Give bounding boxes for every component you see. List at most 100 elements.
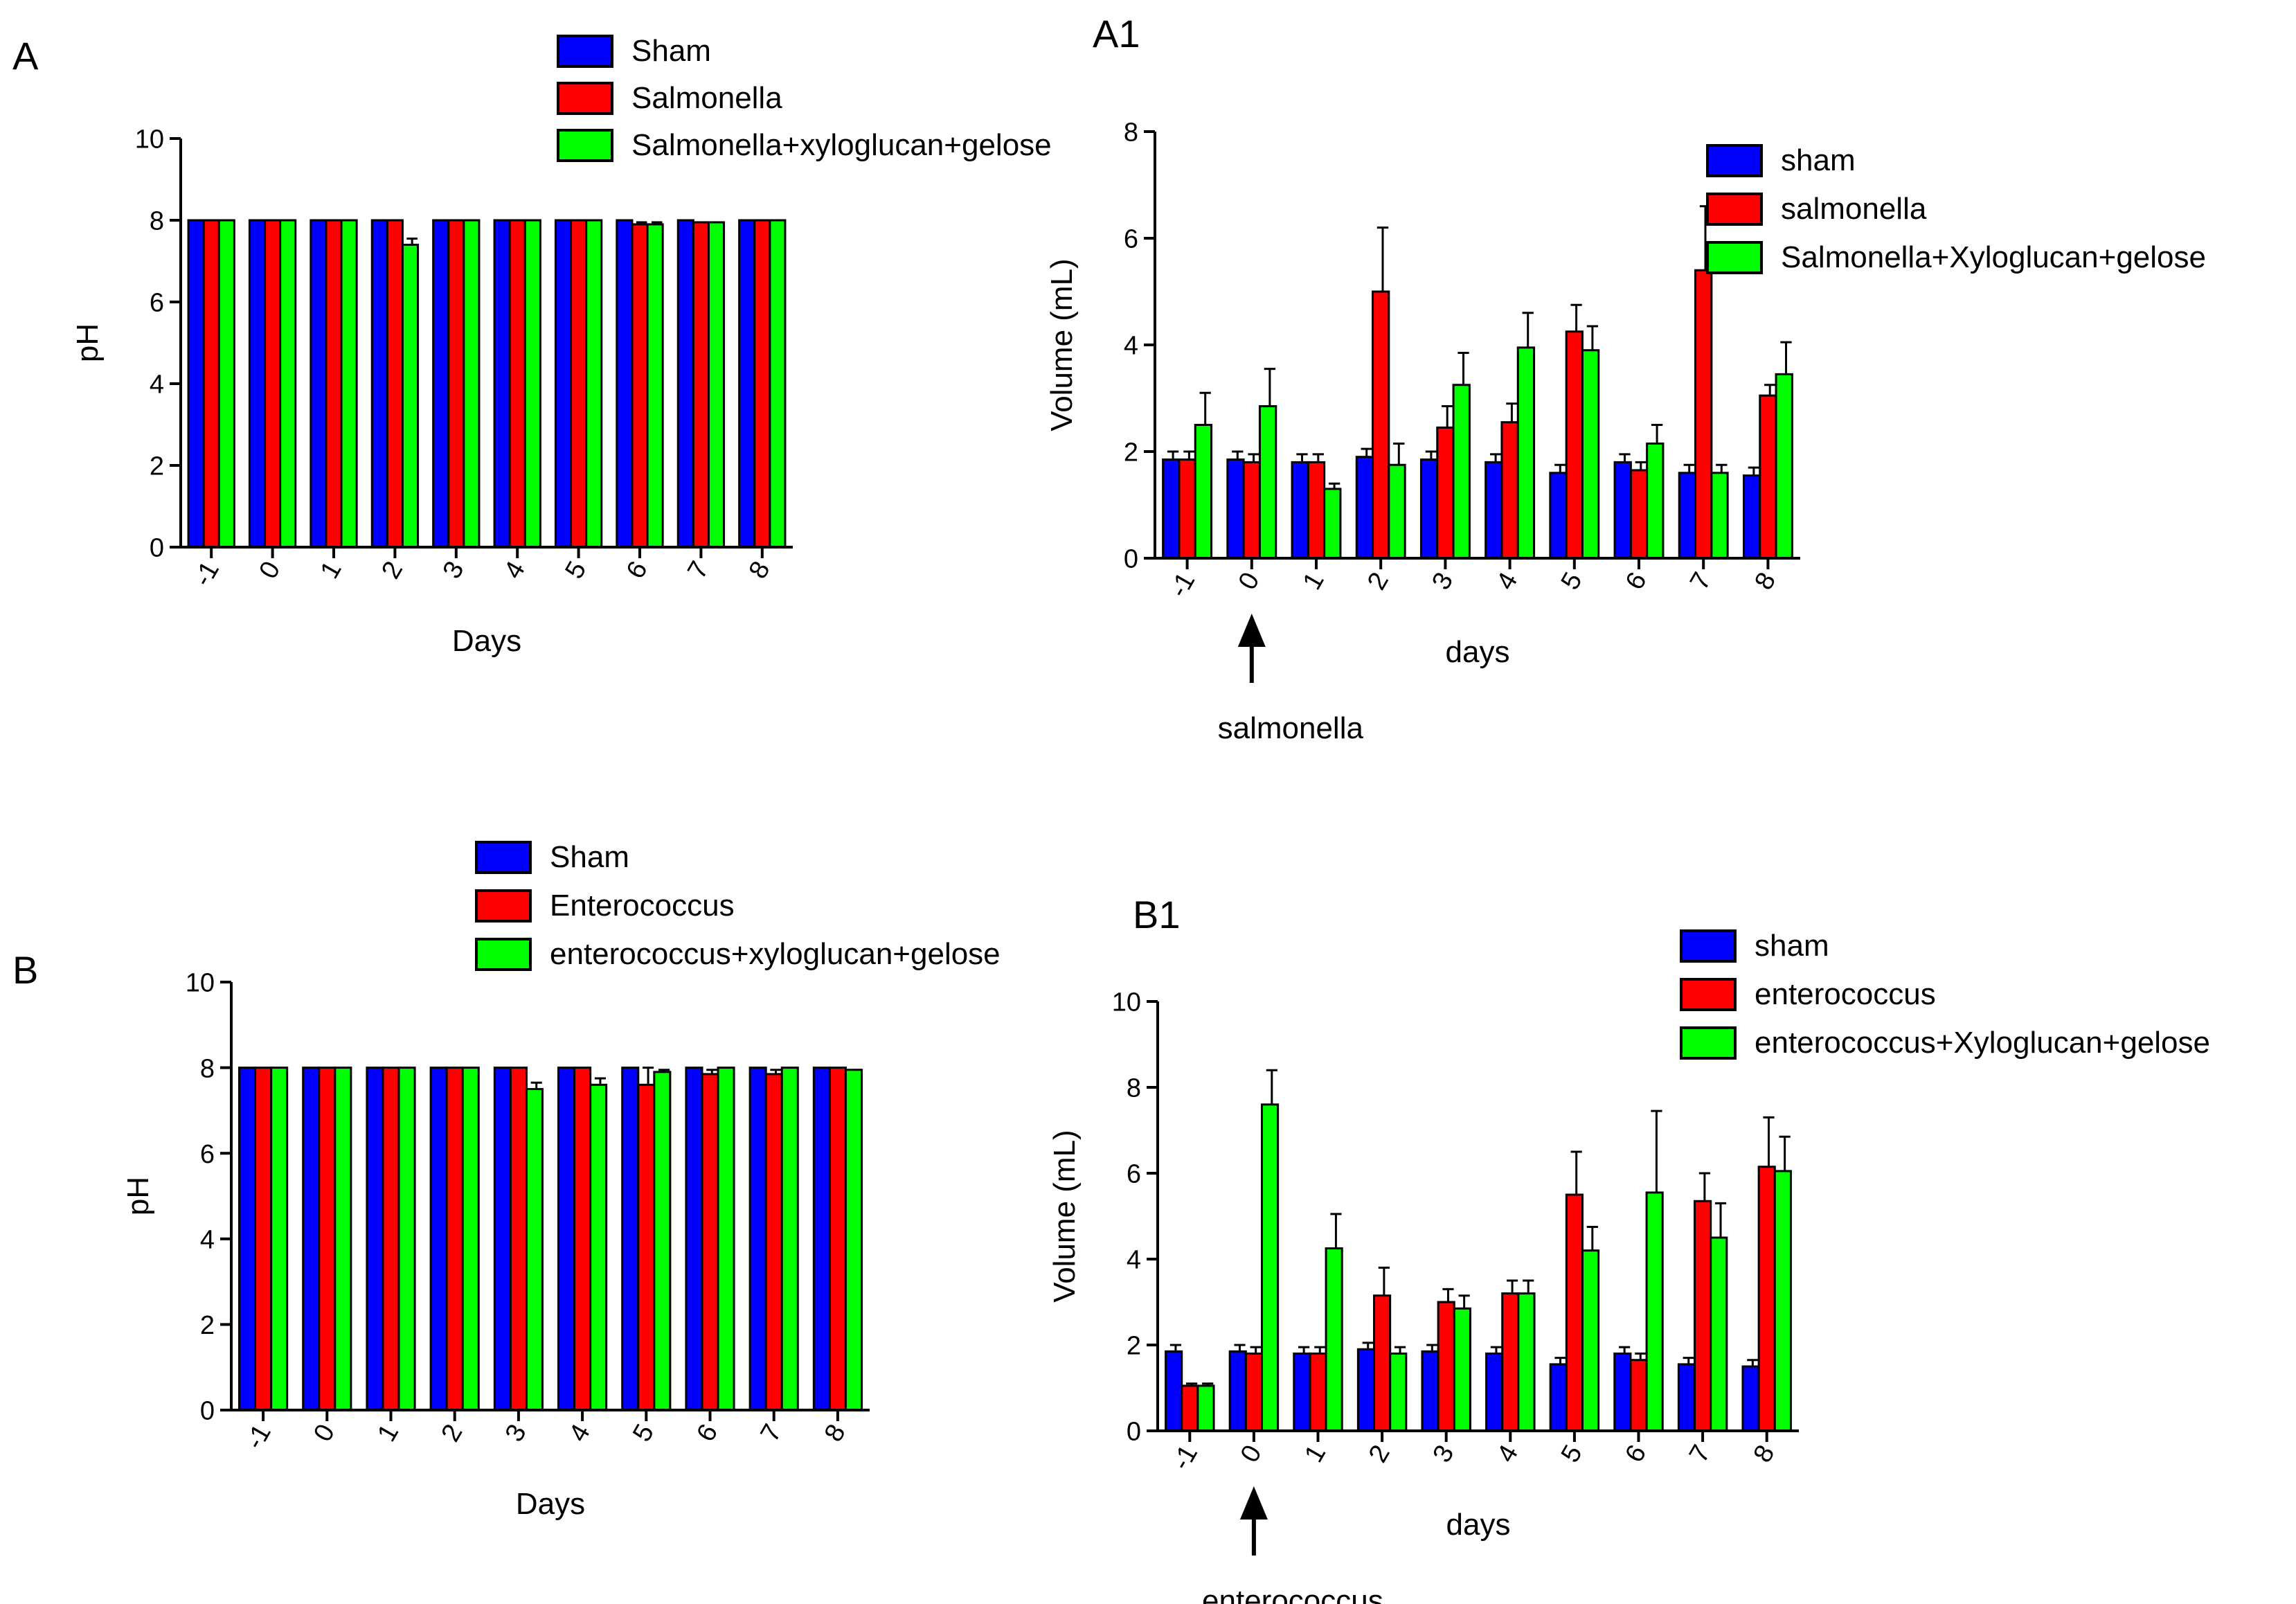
bar-enterococcus-day-2: [1373, 1294, 1392, 1432]
panel-label-b: B: [12, 948, 38, 992]
legend-label: Salmonella+xyloglucan+gelose: [631, 128, 1052, 162]
bar-salmonella-xyloglucan-gelose-day-4: [523, 219, 541, 549]
bar-salmonella-xyloglucan-gelose-day-7: [1710, 472, 1729, 560]
x-tick-label: 1: [1299, 1441, 1331, 1468]
x-tick-label: 6: [1620, 1441, 1652, 1468]
x-tick-label: 0: [1235, 1441, 1268, 1468]
bar-sham-day-1: [1293, 1352, 1311, 1432]
bar-enterococcus-xyloglucan-gelose-day-2: [1389, 1352, 1408, 1432]
bar-salmonella-xyloglucan-gelose-day-4: [1516, 346, 1536, 560]
bar-enterococcus-day-3: [1437, 1301, 1455, 1432]
bar-sham-day-4: [493, 219, 511, 549]
bar-sham-day-3: [1421, 1350, 1440, 1432]
legend-swatch: [475, 889, 532, 923]
bar-sham-day-6: [685, 1067, 703, 1411]
bar-sham-day-0: [1228, 1350, 1247, 1432]
bar-salmonella-xyloglucan-gelose-day-6: [646, 223, 664, 549]
bar-salmonella-day-2: [386, 219, 404, 549]
bar-enterococcus-xyloglucan-gelose-day-8: [844, 1069, 863, 1411]
bar-salmonella-day-6: [631, 223, 649, 549]
legend-label: Sham: [550, 840, 629, 874]
bar-sham-day-8: [1742, 474, 1761, 560]
bar-enterococcus-xyloglucan-gelose-day-1: [397, 1067, 416, 1411]
bar-salmonella-day-2: [1372, 290, 1390, 560]
annotation-arrow-head: [1239, 1486, 1268, 1520]
x-tick-label: 0: [253, 557, 286, 584]
bar-salmonella-day-7: [1694, 269, 1713, 560]
x-axis-title: Days: [452, 624, 521, 658]
bar-sham-day-3: [493, 1067, 512, 1411]
y-tick-label: 4: [1127, 1246, 1141, 1275]
legend-swatch: [1706, 144, 1763, 177]
x-tick-label: 8: [819, 1420, 852, 1447]
x-tick-label: 1: [372, 1420, 404, 1447]
bar-sham-day-2: [429, 1067, 448, 1411]
bar-sham-day-0: [248, 219, 267, 549]
y-tick-label: 4: [1124, 332, 1138, 361]
annotation-label: salmonella: [1218, 711, 1364, 745]
y-tick-label: 6: [1127, 1160, 1141, 1189]
bar-enterococcus-xyloglucan-gelose-day-5: [1581, 1249, 1600, 1432]
bar-sham-day-3: [1419, 458, 1439, 560]
x-tick-label: 7: [1684, 1441, 1716, 1468]
bar-salmonella-day-5: [1565, 330, 1584, 560]
x-tick-label: 1: [315, 557, 348, 584]
bar-enterococcus-xyloglucan-gelose-day-7: [1710, 1236, 1728, 1432]
legend: Sham Salmonella Salmonella+xyloglucan+gelo…: [557, 34, 1052, 162]
bar-salmonella-day-0: [264, 219, 282, 549]
y-axis-title: pH: [71, 323, 105, 362]
bar-sham-day-1: [366, 1067, 384, 1411]
y-tick-label: 0: [1124, 545, 1138, 574]
x-tick-label: 5: [1556, 1441, 1588, 1468]
bar-enterococcus-xyloglucan-gelose-day-1: [1325, 1247, 1343, 1432]
bar-enterococcus-xyloglucan-gelose-day-6: [717, 1067, 735, 1411]
bar-enterococcus-day-4: [573, 1067, 592, 1411]
legend-label: Sham: [631, 34, 711, 68]
x-tick-label: 4: [1491, 1441, 1524, 1468]
bar-enterococcus-day-7: [1694, 1200, 1712, 1432]
legend-label: sham: [1781, 143, 1856, 177]
x-tick-label: -1: [188, 557, 225, 591]
bar-enterococcus-day-8: [1757, 1166, 1776, 1432]
legend-swatch: [1680, 929, 1737, 963]
bar-sham-day-0: [302, 1067, 321, 1411]
bar-enterococcus-day-6: [701, 1073, 719, 1411]
y-tick-label: 0: [1127, 1418, 1141, 1447]
x-tick-label: 5: [559, 557, 592, 584]
bar-sham-day--1: [187, 219, 205, 549]
y-axis-title: pH: [121, 1177, 155, 1215]
bar-sham-day-1: [310, 219, 328, 549]
bar-salmonella-xyloglucan-gelose-day-3: [463, 219, 481, 549]
bar-enterococcus-xyloglucan-gelose-day-6: [1645, 1191, 1664, 1432]
legend-label: sham: [1755, 929, 1829, 963]
legend-swatch: [557, 35, 613, 68]
bar-salmonella-day-5: [570, 219, 588, 549]
x-tick-label: 5: [627, 1420, 660, 1447]
legend-swatch: [475, 938, 532, 971]
bar-enterococcus-day--1: [1181, 1384, 1199, 1432]
legend-swatch: [1706, 241, 1763, 274]
x-tick-label: 1: [1298, 568, 1330, 595]
legend-label: Salmonella: [631, 81, 782, 115]
x-tick-label: 0: [1233, 568, 1266, 595]
x-tick-label: 4: [564, 1420, 596, 1447]
chart-a1: A1 0 2 4 6 8 -1 0 1 2 3 4 5 6 7 8 days Volume (mL) salmone…: [1045, 12, 2206, 745]
x-tick-label: 6: [691, 1420, 724, 1447]
x-tick-label: 7: [755, 1420, 788, 1447]
bar-enterococcus-day-8: [828, 1067, 847, 1411]
chart-b: B 0 2 4 6 8 10 -1 0 1 2 3 4 5 6 7 8 Days pH Sham Enterococcu…: [12, 840, 1001, 1521]
bar-enterococcus-xyloglucan-gelose-day-8: [1773, 1170, 1792, 1432]
x-tick-label: 3: [1426, 568, 1459, 595]
legend-label: enterococcus+xyloglucan+gelose: [550, 937, 1001, 971]
x-tick-label: -1: [240, 1420, 277, 1454]
bar-sham-day-6: [1613, 461, 1632, 560]
bar-enterococcus-day-3: [509, 1067, 528, 1411]
x-tick-label: -1: [1167, 1441, 1203, 1475]
bar-enterococcus-day-0: [1244, 1352, 1263, 1432]
bar-enterococcus-day--1: [254, 1067, 273, 1411]
bar-sham-day-7: [1677, 1363, 1696, 1432]
bar-salmonella-day--1: [1178, 458, 1196, 560]
bar-sham-day-5: [1549, 472, 1568, 560]
bar-enterococcus-day-1: [1309, 1352, 1327, 1432]
